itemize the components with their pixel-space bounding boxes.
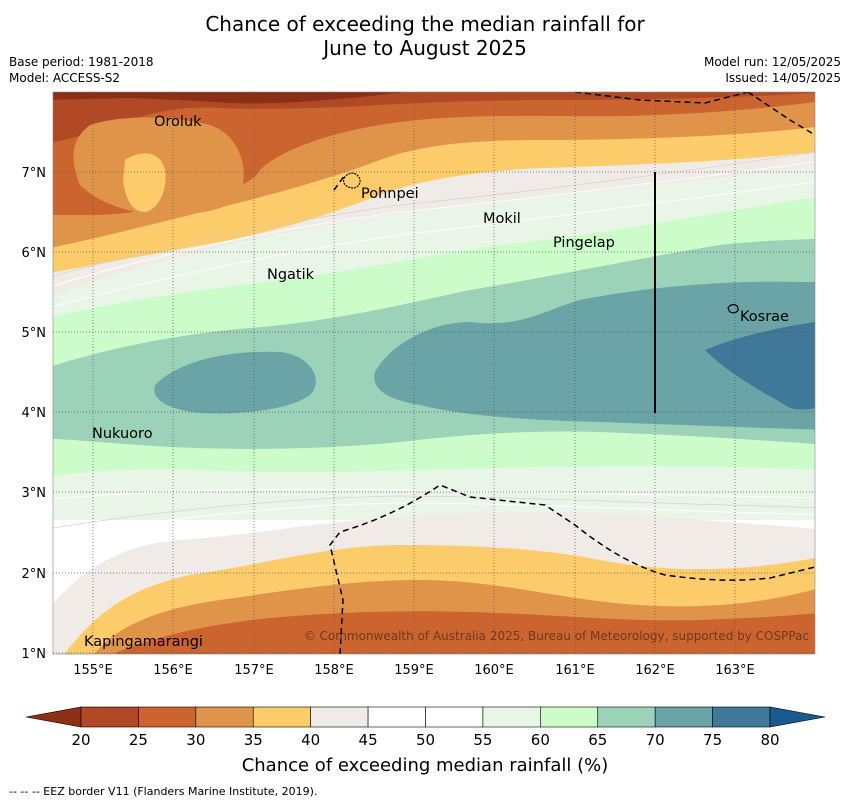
meta-right: Model run: 12/05/2025 Issued: 14/05/2025 bbox=[704, 54, 841, 86]
lat-tick: 2°N bbox=[22, 567, 47, 582]
band-north-25-30 bbox=[53, 92, 815, 215]
contour-lines-grey bbox=[53, 151, 815, 529]
lon-tick: 161°E bbox=[555, 663, 595, 678]
colorbar-segment bbox=[252, 706, 311, 728]
colorbar-segment bbox=[425, 706, 484, 728]
pohnpei-outline bbox=[343, 172, 361, 189]
colorbar-label: 70 bbox=[646, 731, 665, 749]
lon-tick: 160°E bbox=[474, 663, 514, 678]
colorbar-label: 60 bbox=[531, 731, 550, 749]
colorbar-extend-high bbox=[769, 706, 826, 728]
title-line-2: June to August 2025 bbox=[323, 36, 527, 60]
colorbar-segment bbox=[138, 706, 197, 728]
colorbar-label: 80 bbox=[760, 731, 779, 749]
lat-tick: 6°N bbox=[22, 246, 47, 261]
colorbar-segment bbox=[597, 706, 656, 728]
lon-tick: 163°E bbox=[715, 663, 755, 678]
colorbar-label: 30 bbox=[186, 731, 205, 749]
map-frame bbox=[52, 91, 816, 655]
lon-tick: 155°E bbox=[73, 663, 113, 678]
footnote: -- -- -- EEZ border V11 (Flanders Marine… bbox=[9, 785, 318, 798]
meta-left: Base period: 1981-2018 Model: ACCESS-S2 bbox=[9, 54, 154, 86]
lon-tick: 159°E bbox=[394, 663, 434, 678]
colorbar-label: 40 bbox=[301, 731, 320, 749]
colorbar-label: 20 bbox=[71, 731, 90, 749]
colorbar-label: 55 bbox=[473, 731, 492, 749]
pocket-oroluk-yellow bbox=[123, 153, 166, 212]
band-north-below-20 bbox=[53, 92, 407, 104]
colorbar-segment bbox=[654, 706, 713, 728]
colorbar-label: 65 bbox=[588, 731, 607, 749]
model-name: Model: ACCESS-S2 bbox=[9, 71, 121, 85]
colorbar-segment bbox=[367, 706, 426, 728]
colorbar-title: Chance of exceeding median rainfall (%) bbox=[241, 755, 609, 776]
lat-tick-labels: 7°N 6°N 5°N 4°N 3°N 2°N 1°N bbox=[22, 166, 47, 662]
lat-tick: 1°N bbox=[22, 647, 47, 662]
colorbar-segment bbox=[540, 706, 599, 728]
band-south-25-30 bbox=[113, 611, 815, 654]
colorbar-segment bbox=[712, 706, 771, 728]
band-75-80 bbox=[705, 322, 815, 410]
base-period: Base period: 1981-2018 bbox=[9, 55, 154, 69]
chart-title: Chance of exceeding the median rainfall … bbox=[0, 12, 850, 60]
colorbar-segment bbox=[195, 706, 254, 728]
model-run: Model run: 12/05/2025 bbox=[703, 55, 841, 69]
lat-tick: 5°N bbox=[22, 326, 47, 341]
lon-tick: 156°E bbox=[153, 663, 193, 678]
copyright-text: © Commonwealth of Australia 2025, Bureau… bbox=[304, 629, 809, 643]
band-70-75-west bbox=[154, 351, 316, 414]
colorbar-segment bbox=[80, 706, 139, 728]
colorbar-extend-low bbox=[25, 706, 82, 728]
contour-lines bbox=[53, 161, 815, 539]
colorbar-label: 45 bbox=[359, 731, 378, 749]
lat-tick: 3°N bbox=[22, 486, 47, 501]
colorbar-label: 75 bbox=[703, 731, 722, 749]
colorbar-label: 25 bbox=[129, 731, 148, 749]
title-line-1: Chance of exceeding the median rainfall … bbox=[205, 12, 645, 36]
label-oroluk: Oroluk bbox=[154, 114, 202, 130]
colorbar-label: 50 bbox=[416, 731, 435, 749]
label-ngatik: Ngatik bbox=[267, 267, 315, 283]
band-70-75-east bbox=[374, 281, 815, 430]
eez-border bbox=[329, 92, 815, 654]
colorbar-segment bbox=[310, 706, 369, 728]
band-north-20-25 bbox=[53, 92, 815, 143]
issued-date: Issued: 14/05/2025 bbox=[725, 71, 841, 85]
rainfall-bands bbox=[53, 92, 815, 654]
lon-tick: 162°E bbox=[635, 663, 675, 678]
label-pingelap: Pingelap bbox=[553, 235, 615, 251]
label-kapingamarangi: Kapingamarangi bbox=[84, 634, 203, 650]
label-mokil: Mokil bbox=[483, 211, 521, 227]
colorbar-segment bbox=[482, 706, 541, 728]
lat-tick: 4°N bbox=[22, 406, 47, 421]
colorbar: 20 25 30 35 40 45 50 55 60 65 70 75 80 bbox=[25, 706, 826, 749]
kosrae-outline bbox=[727, 304, 739, 314]
colorbar-label: 35 bbox=[244, 731, 263, 749]
label-kosrae: Kosrae bbox=[740, 309, 789, 325]
lon-tick: 157°E bbox=[234, 663, 274, 678]
place-labels: Oroluk Pohnpei Mokil Pingelap Ngatik Kos… bbox=[84, 114, 789, 650]
label-pohnpei: Pohnpei bbox=[361, 186, 419, 202]
lon-tick-labels: 155°E 156°E 157°E 158°E 159°E 160°E 161°… bbox=[73, 663, 755, 678]
label-nukuoro: Nukuoro bbox=[92, 426, 153, 442]
lon-tick: 158°E bbox=[314, 663, 354, 678]
lat-tick: 7°N bbox=[22, 166, 47, 181]
